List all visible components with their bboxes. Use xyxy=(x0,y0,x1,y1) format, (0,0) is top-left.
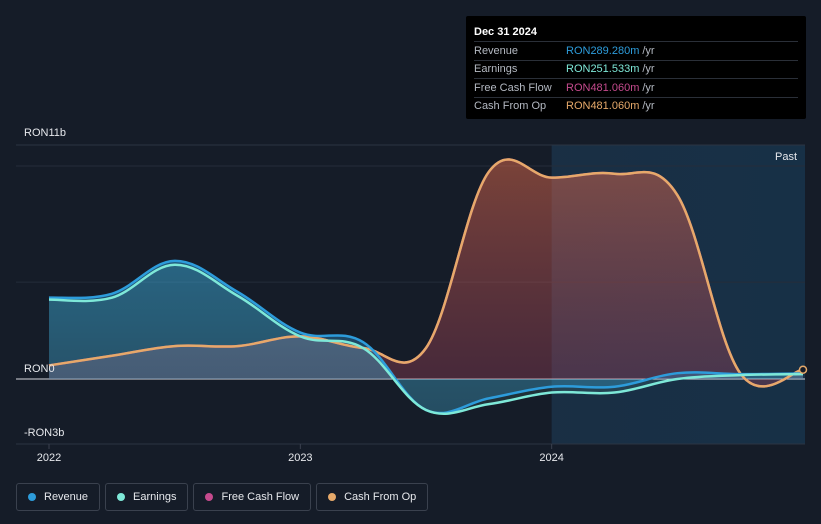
x-tick-label: 2023 xyxy=(288,452,312,464)
tooltip-unit: /yr xyxy=(642,81,655,94)
legend-item-revenue[interactable]: Revenue xyxy=(16,483,101,511)
cash-from-op-area xyxy=(49,159,803,387)
series-lines xyxy=(48,158,808,415)
y-tick-label: -RON3b xyxy=(24,427,64,439)
earnings-area xyxy=(49,264,803,414)
legend-label: Revenue xyxy=(44,491,89,503)
tooltip-date: Dec 31 2024 xyxy=(474,26,537,38)
tooltip-value: RON289.280m xyxy=(566,44,640,57)
end-point-marker xyxy=(798,365,808,374)
legend-label: Cash From Op xyxy=(344,491,417,503)
series-areas xyxy=(49,159,803,414)
legend-item-earnings[interactable]: Earnings xyxy=(105,483,189,511)
legend-dot-icon xyxy=(328,493,337,501)
y-tick-label: RON11b xyxy=(24,127,66,139)
tooltip-unit: /yr xyxy=(642,63,655,76)
cash-from-op-line xyxy=(48,158,804,388)
tooltip-row-revenue: Revenue RON289.280m /yr xyxy=(474,41,798,60)
tooltip-label: Free Cash Flow xyxy=(474,81,552,94)
tooltip-row-cash-from-op: Cash From Op RON481.060m /yr xyxy=(474,96,798,116)
tooltip-label: Cash From Op xyxy=(474,100,547,113)
tooltip-unit: /yr xyxy=(642,100,655,113)
x-axis-labels: 2022 2023 2024 xyxy=(37,444,564,464)
legend-dot-icon xyxy=(117,493,126,501)
tooltip-value: RON251.533m xyxy=(566,63,640,76)
tooltip-unit: /yr xyxy=(642,44,655,57)
tooltip-row-free-cash-flow: Free Cash Flow RON481.060m /yr xyxy=(474,78,798,97)
x-tick-label: 2024 xyxy=(539,452,563,464)
legend: Revenue Earnings Free Cash Flow Cash Fro… xyxy=(16,483,429,511)
legend-item-free-cash-flow[interactable]: Free Cash Flow xyxy=(193,483,312,511)
tooltip-label: Revenue xyxy=(474,44,519,57)
y-axis-labels: RON11b RON0 -RON3b xyxy=(24,127,66,439)
legend-item-cash-from-op[interactable]: Cash From Op xyxy=(316,483,429,511)
tooltip-value: RON481.060m xyxy=(566,81,640,94)
y-tick-label: RON0 xyxy=(24,363,55,375)
legend-dot-icon xyxy=(205,493,214,501)
legend-dot-icon xyxy=(28,493,36,501)
earnings-line xyxy=(48,263,804,415)
tooltip: Dec 31 2024 Revenue RON289.280m /yr Earn… xyxy=(466,16,806,119)
tooltip-label: Earnings xyxy=(474,63,518,76)
past-label: Past xyxy=(775,151,797,163)
revenue-area xyxy=(49,260,803,414)
x-tick-label: 2022 xyxy=(37,452,61,464)
legend-label: Earnings xyxy=(133,491,177,503)
tooltip-row-earnings: Earnings RON251.533m /yr xyxy=(474,59,798,79)
tooltip-value: RON481.060m xyxy=(566,100,640,113)
legend-label: Free Cash Flow xyxy=(221,491,300,503)
